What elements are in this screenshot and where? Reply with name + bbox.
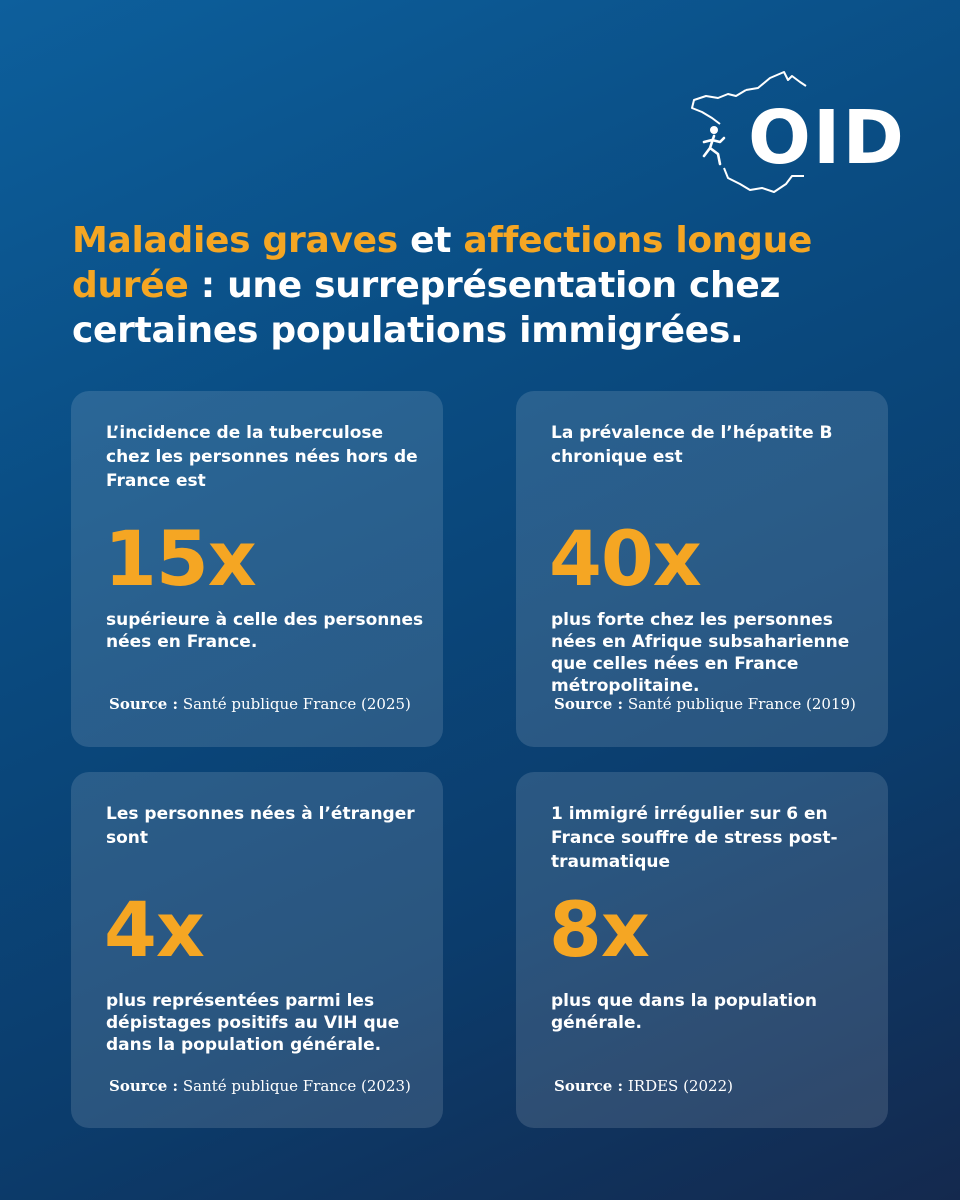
card-stat: 8x [549, 885, 650, 974]
card-intro: Les personnes nées à l’étranger sont [106, 804, 415, 848]
card-intro: L’incidence de la tuberculose chez les p… [106, 423, 418, 491]
source-text: Santé publique France (2025) [178, 695, 411, 713]
card-description: plus forte chez les personnes nées en Af… [551, 610, 850, 696]
card-stat: 15x [104, 514, 257, 603]
card-stat: 4x [104, 885, 205, 974]
card-source: Source : Santé publique France (2019) [554, 694, 856, 714]
title-highlight-2: affections longue durée [72, 220, 813, 306]
stat-card-ptsd: 1 immigré irrégulier sur 6 en France sou… [516, 772, 888, 1128]
card-stat: 40x [549, 514, 702, 603]
card-description: supérieure à celle des personnes nées en… [106, 610, 424, 652]
card-source: Source : Santé publique France (2023) [109, 1076, 411, 1096]
stat-card-tuberculosis: L’incidence de la tuberculose chez les p… [71, 391, 443, 747]
title-highlight-1: Maladies graves [72, 220, 398, 261]
source-label: Source : [109, 695, 179, 713]
stat-card-hepatitis-b: La prévalence de l’hépatite B chronique … [516, 391, 888, 747]
source-label: Source : [109, 1077, 179, 1095]
card-source: Source : IRDES (2022) [554, 1076, 733, 1096]
title-text-2: : une surreprésentation chez certaines p… [72, 265, 781, 351]
logo-text: OID [748, 95, 906, 181]
card-source: Source : Santé publique France (2025) [109, 694, 411, 714]
source-label: Source : [554, 1077, 624, 1095]
card-description: plus que dans la population générale. [551, 991, 818, 1033]
source-text: Santé publique France (2023) [178, 1077, 411, 1095]
title-text-1: et [397, 220, 464, 261]
card-intro: La prévalence de l’hépatite B chronique … [551, 423, 833, 467]
page-title: Maladies graves et affections longue dur… [72, 218, 892, 353]
card-description: plus représentées parmi les dépistages p… [106, 991, 400, 1055]
stat-card-hiv: Les personnes nées à l’étranger sont 4x … [71, 772, 443, 1128]
source-text: Santé publique France (2019) [623, 695, 856, 713]
source-text: IRDES (2022) [623, 1077, 733, 1095]
card-intro: 1 immigré irrégulier sur 6 en France sou… [551, 804, 838, 872]
france-map-runner-icon [691, 71, 807, 193]
source-label: Source : [554, 695, 624, 713]
